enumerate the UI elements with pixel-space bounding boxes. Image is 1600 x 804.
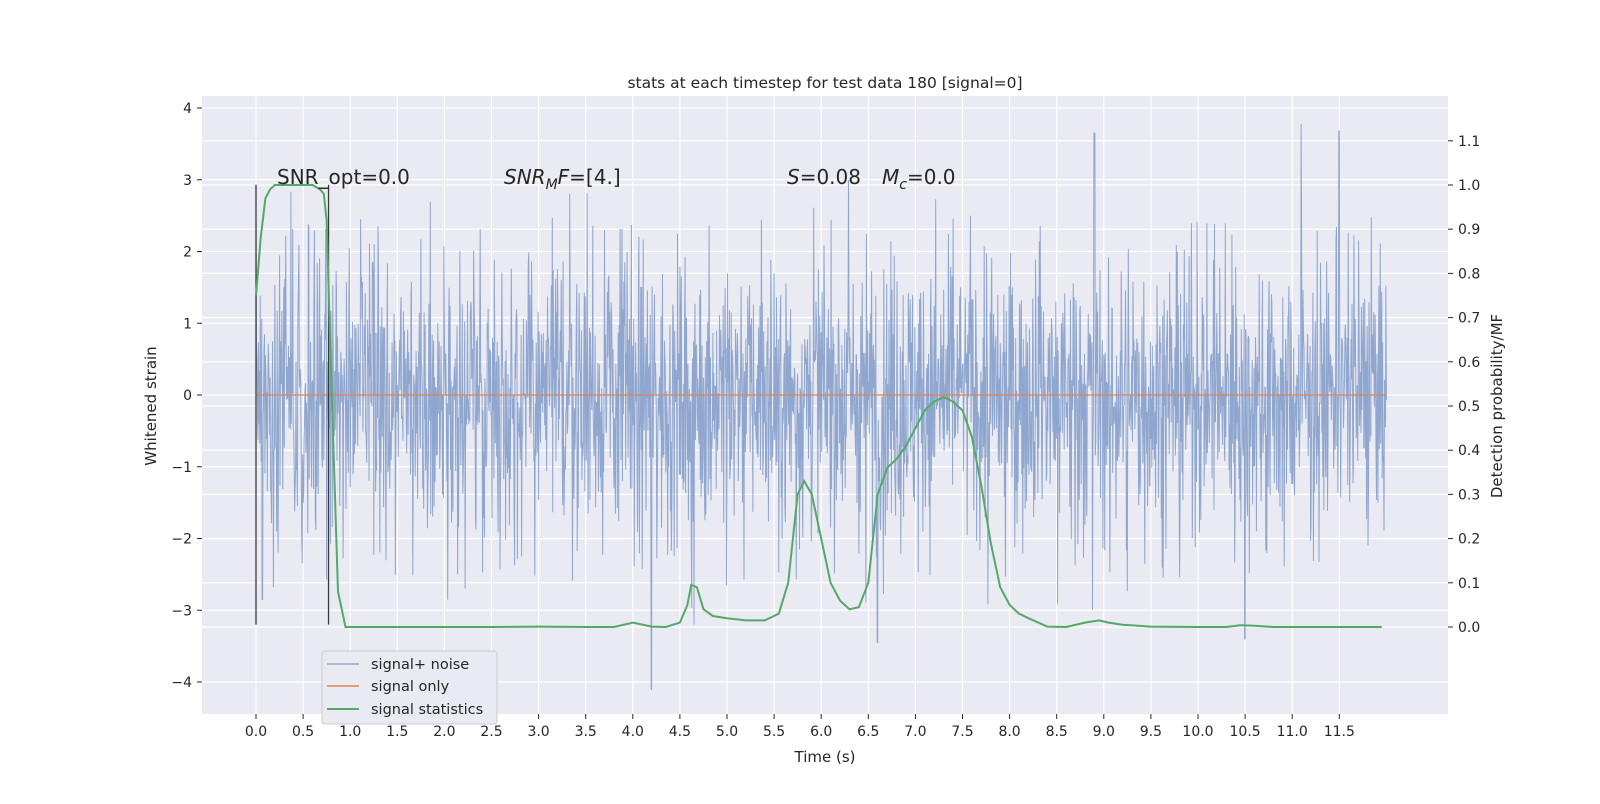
y-axis-title: Whitened strain [142,346,160,465]
x-tick-label: 0.5 [292,724,314,740]
y-axis-right-title: Detection probability/MF [1488,314,1506,498]
annotation-mc: Mc=0.0 [882,165,956,193]
y-right-tick-label: 0.0 [1458,620,1480,636]
y-right-tick-label: 0.2 [1458,532,1480,548]
mc-label: M [882,165,899,189]
snr-mf-base: SNR [504,165,546,189]
x-tick-label: 2.0 [433,724,455,740]
s-label: S [787,165,800,189]
x-tick-label: 6.0 [810,724,832,740]
y-right-tick-label: 0.6 [1458,355,1480,371]
x-tick-label: 4.5 [669,724,691,740]
x-tick-label: 7.0 [904,724,926,740]
x-tick-label: 8.5 [1046,724,1068,740]
y-right-tick-label: 0.5 [1458,399,1480,415]
x-tick-label: 0.0 [245,724,267,740]
annotation-snr-mf: SNRMF=[4.] [504,165,621,193]
mc-value: =0.0 [907,165,956,189]
y-right-tick-label: 0.8 [1458,266,1480,282]
mc-sub: c [899,177,907,193]
y-right-tick-label: 1.0 [1458,178,1480,194]
y-tick-label: −2 [171,532,192,548]
x-tick-label: 8.0 [998,724,1020,740]
y-tick-label: −1 [171,460,192,476]
x-tick-label: 3.5 [575,724,597,740]
y-axis-right-ticks: 1.1 1.0 0.9 0.8 0.7 0.6 0.5 0.4 0.3 0.2 0.1 0.0 [1448,134,1480,636]
x-tick-label: 1.0 [339,724,361,740]
y-tick-label: −3 [171,603,192,619]
x-tick-label: 4.0 [622,724,644,740]
x-tick-label: 11.5 [1324,724,1355,740]
y-tick-label: 4 [183,101,192,117]
y-tick-label: 0 [183,388,192,404]
x-tick-label: 10.5 [1230,724,1261,740]
x-tick-label: 11.0 [1277,724,1308,740]
snr-mf-rest: =[4.] [569,165,620,189]
annotation-snr-opt: SNR_opt=0.0 [277,165,410,189]
s-value: =0.08 [800,165,861,189]
y-right-tick-label: 0.7 [1458,311,1480,327]
legend-label-signal-noise: signal+ noise [371,657,469,673]
y-right-tick-label: 0.4 [1458,443,1480,459]
legend-label-signal-only: signal only [371,679,450,695]
y-tick-label: −4 [171,675,192,691]
y-right-tick-label: 0.9 [1458,222,1480,238]
snr-mf-sub: M [546,177,558,193]
x-tick-label: 7.5 [951,724,973,740]
x-tick-label: 3.0 [527,724,549,740]
y-right-tick-label: 0.3 [1458,487,1480,503]
snr-mf-f: F [558,165,570,189]
chart-title: stats at each timestep for test data 180… [627,74,1022,92]
y-tick-label: 3 [183,173,192,189]
x-tick-label: 9.5 [1140,724,1162,740]
x-tick-label: 5.5 [763,724,785,740]
signal-noise-line [255,123,1387,690]
y-tick-label: 2 [183,245,192,261]
x-axis-title: Time (s) [794,748,856,766]
signal-noise-series [255,123,1387,690]
x-tick-label: 6.5 [857,724,879,740]
y-right-tick-label: 0.1 [1458,576,1480,592]
x-tick-label: 10.0 [1182,724,1213,740]
x-axis-ticks: 0.0 0.5 1.0 1.5 2.0 2.5 3.0 3.5 4.0 4.5 5.0 5.5 6.0 6… [245,714,1355,740]
signal-statistics-line [255,184,1382,629]
legend-box [321,650,498,725]
legend-label-signal-statistics: signal statistics [371,702,483,718]
x-tick-label: 9.0 [1093,724,1115,740]
y-axis-ticks: 4 3 2 1 0 −1 −2 −3 −4 [171,101,202,691]
x-tick-label: 5.0 [716,724,738,740]
x-tick-label: 2.5 [480,724,502,740]
legend: signal+ noise signal only signal statist… [321,650,498,725]
y-tick-label: 1 [183,316,192,332]
x-tick-label: 1.5 [386,724,408,740]
annotation-s: S=0.08 [787,165,861,189]
y-right-tick-label: 1.1 [1458,134,1480,150]
